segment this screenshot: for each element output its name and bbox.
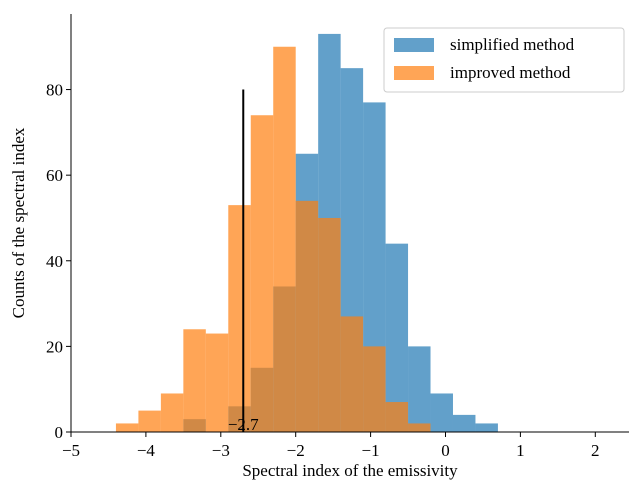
bar — [160, 393, 184, 432]
bar — [295, 200, 319, 432]
bar — [385, 402, 409, 432]
x-tick-label: 1 — [516, 441, 525, 460]
bar — [340, 316, 364, 432]
y-tick-label: 40 — [46, 252, 63, 271]
bar — [273, 46, 296, 432]
legend-box — [383, 27, 625, 93]
bar — [138, 410, 161, 432]
bar — [475, 423, 498, 432]
threshold-label: −2.7 — [228, 415, 259, 434]
y-tick-label: 60 — [46, 166, 63, 185]
x-axis-label: Spectral index of the emissivity — [242, 461, 458, 480]
x-tick-label: −5 — [62, 441, 80, 460]
y-axis-label: Counts of the spectral index — [9, 127, 28, 318]
y-tick-label: 0 — [55, 423, 64, 442]
y-tick-label: 80 — [46, 81, 63, 100]
legend-label: improved method — [450, 63, 571, 82]
x-tick-label: −4 — [137, 441, 156, 460]
legend-swatch — [394, 66, 434, 80]
bar — [385, 243, 409, 432]
x-tick-label: −3 — [212, 441, 230, 460]
x-tick-label: 2 — [591, 441, 600, 460]
x-tick-label: −1 — [362, 441, 380, 460]
bar — [318, 217, 341, 432]
legend-swatch — [394, 38, 434, 52]
x-tick-label: −2 — [287, 441, 305, 460]
bar — [408, 346, 431, 432]
x-tick-label: 0 — [441, 441, 450, 460]
legend-label: simplified method — [450, 35, 575, 54]
bar — [408, 423, 431, 432]
bar — [115, 423, 139, 432]
y-tick-label: 20 — [46, 337, 63, 356]
bar — [205, 333, 229, 432]
bar — [250, 115, 274, 432]
bar — [430, 393, 453, 432]
bar — [183, 329, 206, 432]
bar — [363, 346, 386, 432]
bar — [228, 205, 251, 432]
bar — [452, 414, 476, 432]
